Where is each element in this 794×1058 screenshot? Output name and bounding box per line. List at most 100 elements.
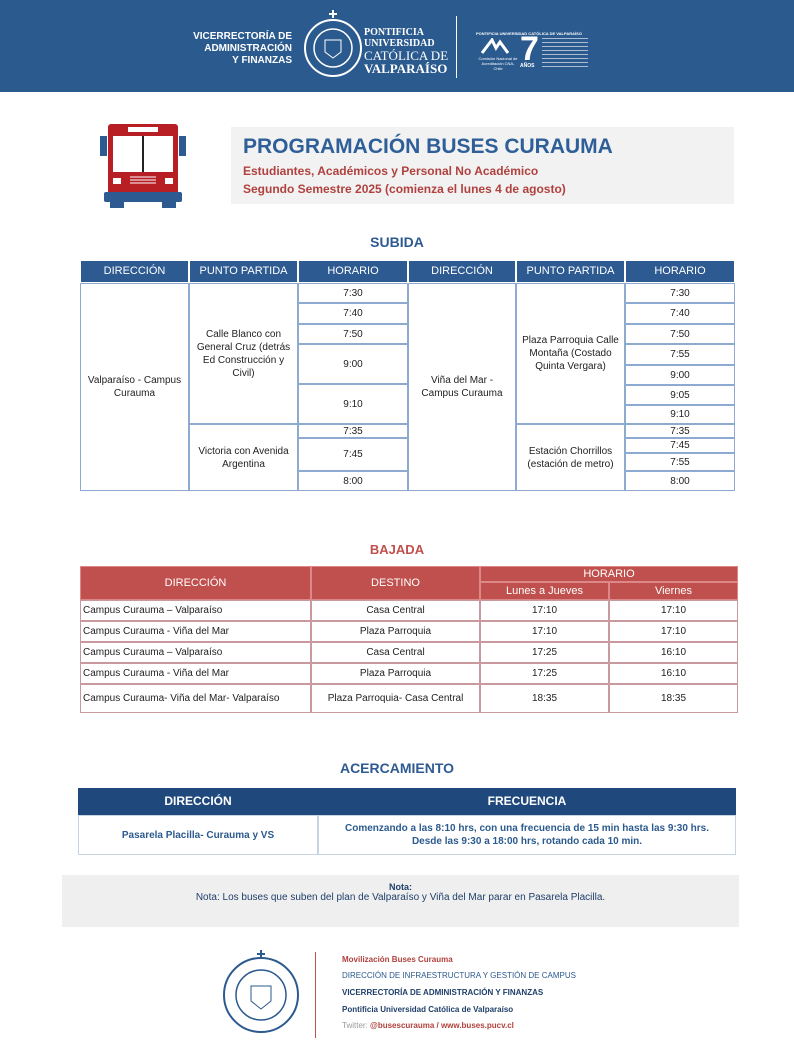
departure-point-cell: Plaza Parroquia Calle Montaña (Costado Q…	[516, 283, 625, 424]
frequency-line: Comenzando a las 8:10 hrs, con una frecu…	[344, 823, 710, 834]
accreditation-unit: AÑOS	[520, 63, 535, 69]
departure-point-cell: Victoria con Avenida Argentina	[189, 424, 298, 491]
time-cell: 7:45	[298, 438, 408, 471]
col-header-frequency: FRECUENCIA	[318, 788, 736, 815]
mon-thu-time-cell: 18:35	[480, 684, 609, 713]
destination-cell: Casa Central	[311, 600, 480, 621]
accreditation-years: 7	[520, 30, 539, 68]
direction-cell: Campus Curauma- Viña del Mar- Valparaíso	[80, 684, 311, 713]
university-seal-icon	[223, 950, 299, 1033]
cna-logo-icon	[480, 38, 510, 54]
col-header-direction: DIRECCIÓN	[80, 566, 311, 600]
vice-rectory-label: VICERRECTORÍA DE ADMINISTRACIÓN Y FINANZ…	[180, 31, 292, 67]
acercamiento-direction: Pasarela Placilla- Curauma y VS	[78, 815, 318, 855]
frequency-line: Desde las 9:30 a 18:00 hrs, rotando cada…	[411, 836, 643, 847]
col-header: HORARIO	[625, 260, 735, 283]
destination-cell: Casa Central	[311, 642, 480, 663]
header-banner: VICERRECTORÍA DE ADMINISTRACIÓN Y FINANZ…	[0, 0, 794, 92]
destination-cell: Plaza Parroquia- Casa Central	[311, 684, 480, 713]
col-header-destination: DESTINO	[311, 566, 480, 600]
col-header: HORARIO	[298, 260, 408, 283]
note-box: Nota: Nota: Los buses que suben del plan…	[62, 875, 739, 927]
col-header: PUNTO PARTIDA	[189, 260, 298, 283]
accreditation-areas	[542, 38, 588, 68]
fri-time-cell: 16:10	[609, 642, 738, 663]
twitter-label: Twitter:	[342, 1021, 368, 1030]
col-header-mon-thu: Lunes a Jueves	[480, 582, 609, 600]
time-cell: 7:35	[298, 424, 408, 438]
time-cell: 7:40	[625, 303, 735, 324]
fri-time-cell: 18:35	[609, 684, 738, 713]
bajada-title: BAJADA	[369, 542, 425, 557]
time-cell: 9:10	[625, 405, 735, 424]
time-cell: 7:30	[298, 283, 408, 303]
time-cell: 7:35	[625, 424, 735, 438]
col-header: DIRECCIÓN	[80, 260, 189, 283]
univ-line: UNIVERSIDAD	[364, 38, 435, 49]
time-cell: 7:40	[298, 303, 408, 324]
acercamiento-title: ACERCAMIENTO	[339, 760, 455, 776]
page-subtitle: Estudiantes, Académicos y Personal No Ac…	[243, 164, 539, 178]
col-header-fri: Viernes	[609, 582, 738, 600]
footer-divider	[315, 952, 316, 1038]
col-header-schedule: HORARIO	[480, 566, 738, 582]
direction-cell: Campus Curauma – Valparaíso	[80, 600, 311, 621]
page-title: PROGRAMACIÓN BUSES CURAUMA	[243, 135, 613, 158]
time-cell: 7:45	[625, 438, 735, 453]
univ-line: CATÓLICA DE	[364, 48, 449, 63]
direction-cell: Campus Curauma - Viña del Mar	[80, 663, 311, 684]
time-cell: 8:00	[298, 471, 408, 491]
univ-line: VALPARAÍSO	[364, 61, 448, 76]
direction-cell: Campus Curauma - Viña del Mar	[80, 621, 311, 642]
time-cell: 7:30	[625, 283, 735, 303]
col-header: DIRECCIÓN	[408, 260, 516, 283]
time-cell: 9:10	[298, 384, 408, 424]
header-divider	[456, 16, 457, 78]
departure-point-cell: Calle Blanco con General Cruz (detrás Ed…	[189, 283, 298, 424]
time-cell: 9:05	[625, 385, 735, 405]
semester-label: Segundo Semestre 2025 (comienza el lunes…	[243, 182, 566, 196]
fri-time-cell: 16:10	[609, 663, 738, 684]
time-cell: 7:50	[625, 324, 735, 344]
footer-social: Twitter: @busescurauma / www.buses.pucv.…	[342, 1021, 514, 1030]
vice-line: VICERRECTORÍA DE	[193, 31, 292, 42]
subida-title: SUBIDA	[370, 234, 424, 250]
footer-line: Pontificia Universidad Católica de Valpa…	[342, 1005, 514, 1014]
mon-thu-time-cell: 17:10	[480, 621, 609, 642]
time-cell: 8:00	[625, 471, 735, 491]
fri-time-cell: 17:10	[609, 621, 738, 642]
direction-cell: Campus Curauma – Valparaíso	[80, 642, 311, 663]
footer-line: VICERRECTORÍA DE ADMINISTRACIÓN Y FINANZ…	[342, 988, 544, 997]
time-cell: 7:55	[625, 344, 735, 365]
direction-cell: Viña del Mar - Campus Curauma	[408, 283, 516, 491]
university-name: PONTIFICIA UNIVERSIDAD CATÓLICA DE VALPA…	[364, 27, 448, 75]
mon-thu-time-cell: 17:25	[480, 642, 609, 663]
col-header-direction: DIRECCIÓN	[78, 788, 318, 815]
twitter-link[interactable]: @busescurauma / www.buses.pucv.cl	[370, 1021, 514, 1030]
vice-line: Y FINANZAS	[232, 55, 292, 66]
university-seal-icon	[304, 10, 362, 77]
univ-line: PONTIFICIA	[364, 27, 425, 38]
time-cell: 7:55	[625, 453, 735, 471]
destination-cell: Plaza Parroquia	[311, 621, 480, 642]
vice-line: ADMINISTRACIÓN	[204, 43, 292, 54]
footer-line: DIRECCIÓN DE INFRAESTRUCTURA Y GESTIÓN D…	[342, 971, 576, 980]
acercamiento-frequency: Comenzando a las 8:10 hrs, con una frecu…	[318, 815, 736, 855]
departure-point-cell: Estación Chorrillos (estación de metro)	[516, 424, 625, 491]
direction-cell: Valparaíso - Campus Curauma	[80, 283, 189, 491]
note-label: Nota:	[389, 882, 412, 892]
time-cell: 9:00	[625, 365, 735, 385]
col-header: PUNTO PARTIDA	[516, 260, 625, 283]
mon-thu-time-cell: 17:25	[480, 663, 609, 684]
cna-label: Comisión Nacional de Acreditación CNA-Ch…	[478, 56, 518, 71]
bus-icon	[100, 124, 186, 208]
fri-time-cell: 17:10	[609, 600, 738, 621]
mon-thu-time-cell: 17:10	[480, 600, 609, 621]
time-cell: 7:50	[298, 324, 408, 344]
title-box: PROGRAMACIÓN BUSES CURAUMA Estudiantes, …	[231, 127, 734, 204]
accreditation-title: PONTIFICIA UNIVERSIDAD CATÓLICA DE VALPA…	[476, 31, 582, 36]
footer-line: Movilización Buses Curauma	[342, 955, 453, 964]
time-cell: 9:00	[298, 344, 408, 384]
note-text: Nota: Los buses que suben del plan de Va…	[195, 892, 606, 903]
destination-cell: Plaza Parroquia	[311, 663, 480, 684]
